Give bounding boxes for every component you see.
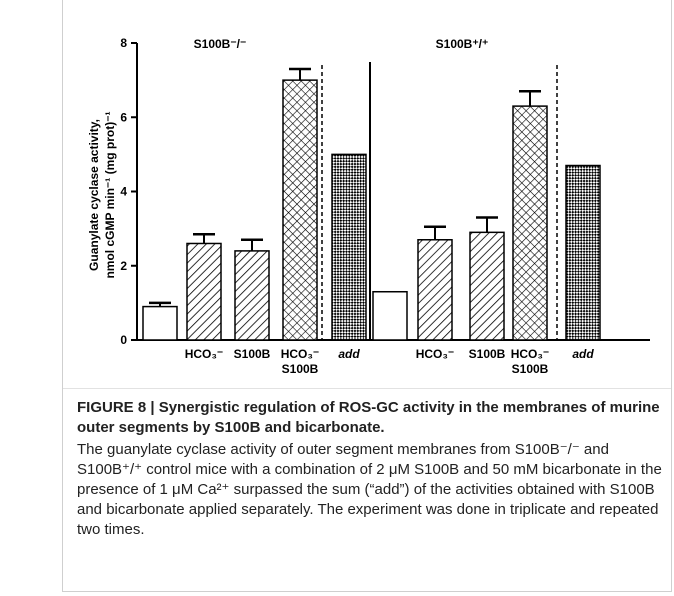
bar [282, 79, 318, 341]
group-title: S100B⁺/⁺ [436, 37, 489, 51]
group-title: S100B⁻/⁻ [194, 37, 247, 51]
caption: FIGURE 8 | Synergistic regulation of ROS… [63, 398, 667, 540]
caption-title: FIGURE 8 | Synergistic regulation of ROS… [77, 399, 660, 436]
bar [469, 231, 505, 341]
separator [63, 388, 671, 389]
bar [417, 239, 453, 341]
x-tick-label: add [338, 347, 360, 361]
y-tick-label: 6 [120, 110, 127, 124]
figure-frame [62, 0, 672, 592]
y-tick-label: 2 [120, 259, 127, 273]
x-tick-label: S100B [233, 347, 271, 361]
y-axis-label: Guanylate cyclase activity, [87, 119, 101, 271]
x-tick-label: HCO₃⁻ S100B [510, 347, 550, 376]
caption-body: The guanylate cyclase activity of outer … [77, 441, 662, 538]
x-tick-label: HCO₃⁻ [184, 347, 224, 361]
bar [142, 305, 178, 341]
chart: Guanylate cyclase activity, nmol cGMP mi… [87, 36, 650, 347]
bar [234, 250, 270, 341]
bar [186, 242, 222, 341]
x-tick-label: HCO₃⁻ S100B [280, 347, 320, 376]
bar [512, 105, 548, 341]
bar [372, 290, 408, 341]
bar [565, 164, 601, 341]
y-tick-label: 0 [120, 333, 127, 347]
x-tick-label: HCO₃⁻ [415, 347, 455, 361]
y-tick-label: 4 [120, 185, 127, 199]
bar [331, 153, 367, 341]
x-tick-label: add [572, 347, 594, 361]
y-axis-label: nmol cGMP min⁻¹ (mg prot)⁻¹ [103, 111, 117, 278]
x-tick-label: S100B [468, 347, 506, 361]
y-tick-label: 8 [120, 36, 127, 50]
